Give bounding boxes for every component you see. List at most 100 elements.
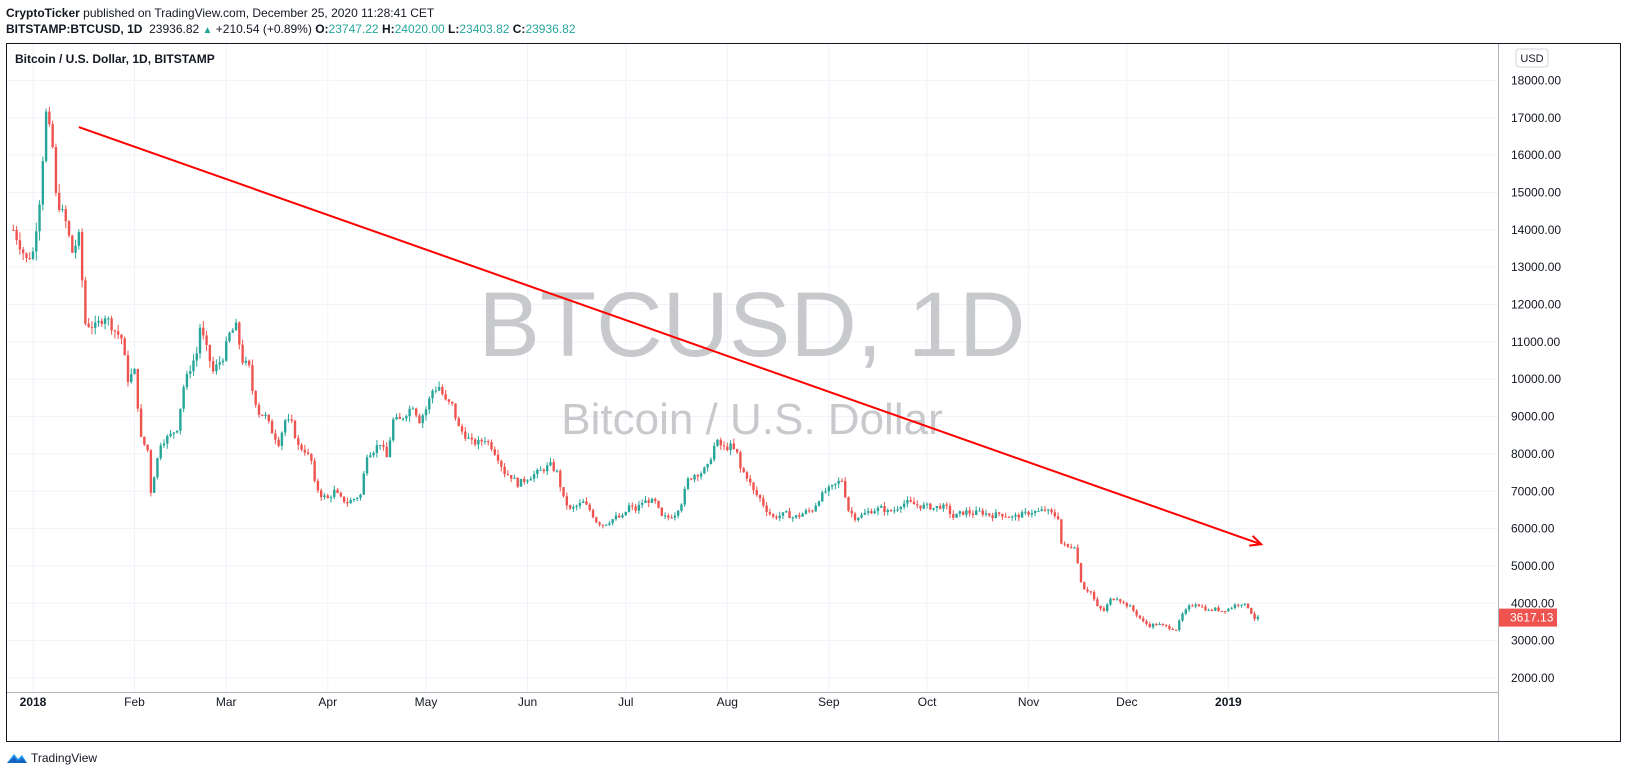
candle-body <box>735 448 739 453</box>
candle <box>876 505 880 516</box>
candle-body <box>811 510 814 512</box>
candle <box>247 359 251 368</box>
candle-body <box>261 414 264 416</box>
candle <box>706 463 709 472</box>
candle-body <box>94 322 97 328</box>
candle <box>814 502 817 512</box>
candle-body <box>994 512 998 519</box>
candle-body <box>988 513 991 516</box>
candle-body <box>15 229 18 241</box>
candle <box>421 413 424 428</box>
candle-body <box>280 432 284 446</box>
candle <box>811 509 814 513</box>
open-label: O: <box>315 22 329 36</box>
candle <box>51 120 54 149</box>
candle-body <box>103 318 107 324</box>
candle <box>80 228 84 288</box>
publisher-name[interactable]: CryptoTicker <box>6 6 80 20</box>
candle-body <box>123 338 126 356</box>
candle <box>1171 627 1174 631</box>
candle <box>1043 506 1047 512</box>
candle-body <box>359 494 362 498</box>
candle <box>251 359 254 395</box>
candle-body <box>1004 516 1007 518</box>
candle-body <box>955 513 958 518</box>
candle-body <box>185 373 189 388</box>
candle-body <box>1109 598 1112 605</box>
candle-body <box>378 444 382 446</box>
candle-body <box>31 251 35 259</box>
candle <box>48 106 51 127</box>
candle <box>382 440 385 451</box>
candle <box>716 438 719 447</box>
candle <box>1256 615 1260 622</box>
candle-body <box>1047 509 1050 511</box>
candle-body <box>817 501 821 506</box>
candle <box>480 437 483 446</box>
candle-body <box>1135 610 1138 616</box>
candle <box>35 222 38 261</box>
candle <box>431 389 434 404</box>
candle <box>1223 611 1227 614</box>
candle <box>97 315 100 327</box>
candle-body <box>827 486 831 492</box>
candle-body <box>421 415 424 424</box>
candle <box>827 484 831 496</box>
candle-body <box>1089 591 1093 593</box>
candle <box>1132 604 1135 613</box>
candle-body <box>211 361 215 372</box>
candle-body <box>860 514 863 518</box>
candle-body <box>1076 547 1079 564</box>
candle <box>143 436 146 447</box>
candle-body <box>598 522 601 525</box>
footer-brand[interactable]: TradingView <box>6 751 97 765</box>
candle-body <box>709 459 713 465</box>
candle-body <box>1220 610 1224 612</box>
time-tick-label: Oct <box>918 695 937 709</box>
candle-body <box>385 446 388 458</box>
candle-body <box>202 327 205 336</box>
candle-body <box>771 514 775 517</box>
candle <box>873 508 876 514</box>
candle-body <box>408 408 411 417</box>
candles <box>12 106 1260 632</box>
candle <box>1204 604 1207 612</box>
chart-frame[interactable]: BTCUSD, 1D Bitcoin / U.S. Dollar 2000.00 30… <box>6 43 1621 742</box>
candle <box>657 500 660 509</box>
candle <box>195 346 198 367</box>
candle-body <box>850 510 853 514</box>
candle <box>604 524 608 527</box>
candle-body <box>886 510 889 513</box>
candle <box>598 521 601 527</box>
candle-body <box>585 501 588 505</box>
candle <box>1056 512 1060 521</box>
time-tick-label: Apr <box>318 695 337 709</box>
candle <box>965 507 968 518</box>
candle-body <box>35 231 38 252</box>
candle <box>870 508 873 514</box>
candle <box>945 502 948 510</box>
time-tick-label: May <box>415 695 438 709</box>
candle <box>532 470 536 483</box>
candle-body <box>640 503 644 505</box>
price-chart[interactable]: BTCUSD, 1D Bitcoin / U.S. Dollar 2000.00 30… <box>7 44 1620 741</box>
candle <box>123 336 126 356</box>
candle-body <box>749 478 752 483</box>
candle <box>87 318 90 328</box>
candle-body <box>84 280 87 324</box>
candle-body <box>686 478 690 489</box>
candle-body <box>621 515 624 518</box>
candle-body <box>837 480 840 484</box>
chart-title: Bitcoin / U.S. Dollar, 1D, BITSTAMP <box>15 52 215 66</box>
candle <box>853 511 857 523</box>
candle <box>889 509 893 513</box>
candle <box>444 389 447 401</box>
candle <box>1161 623 1165 627</box>
candle-body <box>244 360 248 363</box>
candle-body <box>975 510 978 515</box>
candle-body <box>739 452 742 469</box>
candle-body <box>899 506 903 510</box>
candle-body <box>938 506 942 509</box>
candle-body <box>663 515 667 517</box>
candle-body <box>444 394 447 400</box>
